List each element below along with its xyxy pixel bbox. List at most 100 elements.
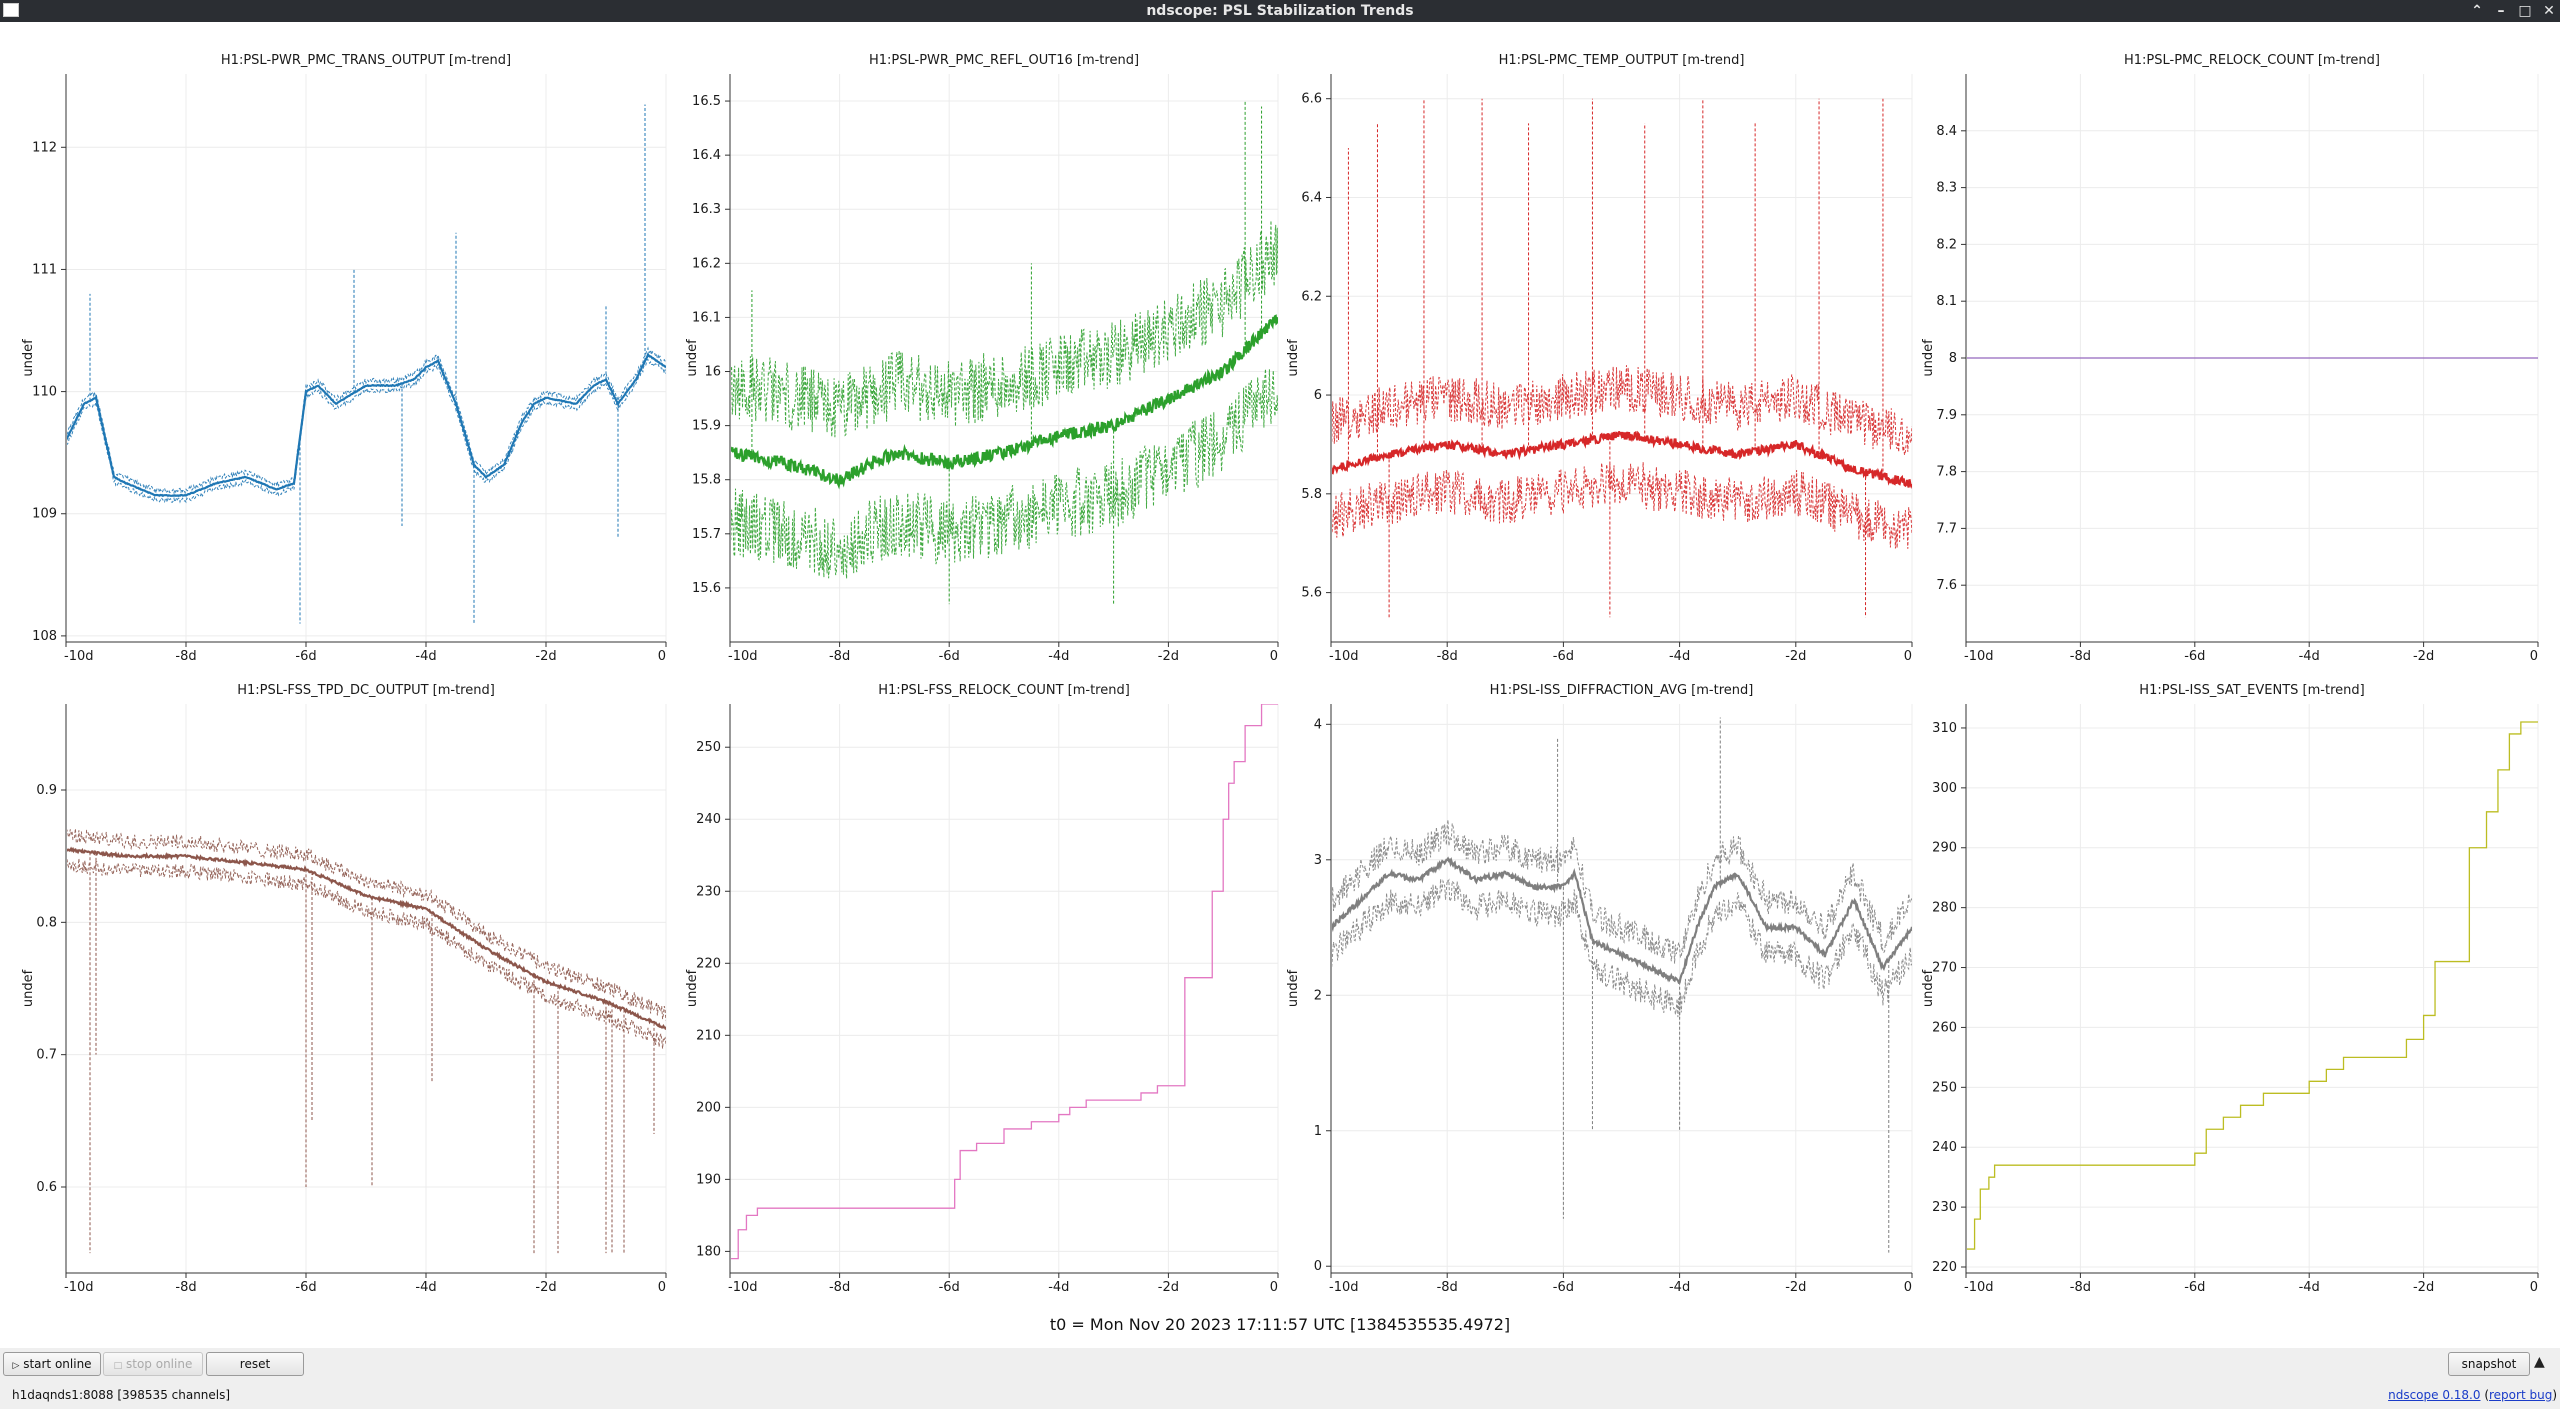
series-max-trace bbox=[67, 828, 666, 1021]
y-tick-label: 8 bbox=[1949, 351, 1957, 366]
y-tick-label: 2 bbox=[1314, 988, 1322, 1003]
y-tick-label: 8.2 bbox=[1936, 237, 1957, 252]
y-tick-label: 220 bbox=[1932, 1260, 1957, 1275]
y-tick-label: 270 bbox=[1932, 961, 1957, 976]
y-tick-label: 7.7 bbox=[1936, 521, 1957, 536]
y-tick-label: 16.1 bbox=[692, 310, 721, 325]
x-tick-label: -8d bbox=[2070, 649, 2091, 664]
y-tick-label: 4 bbox=[1314, 717, 1322, 732]
start-online-label: start online bbox=[23, 1357, 92, 1371]
x-tick-label: 0 bbox=[658, 649, 666, 664]
plot-title: H1:PSL-FSS_TPD_DC_OUTPUT [m-trend] bbox=[237, 683, 495, 698]
y-tick-label: 3 bbox=[1314, 853, 1322, 868]
close-icon[interactable]: ✕ bbox=[2543, 3, 2555, 19]
restore-icon[interactable]: ⌃ bbox=[2471, 3, 2483, 19]
y-axis-label: undef bbox=[1286, 969, 1301, 1007]
x-tick-label: 0 bbox=[2530, 649, 2538, 664]
stop-online-button[interactable]: □ stop online bbox=[103, 1352, 203, 1376]
y-tick-label: 8.4 bbox=[1936, 124, 1957, 139]
x-tick-label: 0 bbox=[1270, 649, 1278, 664]
series-min-trace bbox=[731, 368, 1278, 579]
x-tick-label: -4d bbox=[1048, 1280, 1069, 1295]
x-tick-label: -4d bbox=[1669, 649, 1690, 664]
y-axis-label: undef bbox=[685, 339, 700, 377]
x-tick-label: -2d bbox=[1785, 1280, 1806, 1295]
x-tick-label: -4d bbox=[415, 649, 436, 664]
plot-panel-7: H1:PSL-ISS_DIFFRACTION_AVG [m-trend] 0 1 2 3… bbox=[1286, 683, 1913, 1295]
y-tick-label: 190 bbox=[696, 1172, 721, 1187]
y-tick-label: 7.8 bbox=[1936, 465, 1957, 480]
app-icon bbox=[3, 3, 19, 17]
y-tick-label: 220 bbox=[696, 956, 721, 971]
version-link[interactable]: ndscope 0.18.0 bbox=[2388, 1388, 2481, 1402]
maximize-icon[interactable]: □ bbox=[2518, 3, 2532, 19]
y-tick-label: 0.7 bbox=[36, 1048, 57, 1063]
y-tick-label: 5.6 bbox=[1301, 586, 1322, 601]
x-tick-label: -2d bbox=[2413, 649, 2434, 664]
plot-data-area bbox=[1332, 98, 1912, 618]
window-titlebar: ndscope: PSL Stabilization Trends ⌃ – □ … bbox=[0, 0, 2560, 22]
x-tick-label: -10d bbox=[1329, 1280, 1359, 1295]
x-tick-label: -8d bbox=[175, 1280, 196, 1295]
x-tick-label: -4d bbox=[2299, 1280, 2320, 1295]
y-tick-label: 180 bbox=[696, 1244, 721, 1259]
x-tick-label: -2d bbox=[535, 649, 556, 664]
y-tick-label: 111 bbox=[32, 262, 57, 277]
minimize-icon[interactable]: – bbox=[2497, 3, 2505, 19]
y-axis-label: undef bbox=[1286, 339, 1301, 377]
x-tick-label: -2d bbox=[535, 1280, 556, 1295]
y-tick-label: 6.2 bbox=[1301, 289, 1322, 304]
y-tick-label: 16.4 bbox=[692, 148, 721, 163]
y-tick-label: 280 bbox=[1932, 901, 1957, 916]
y-tick-label: 0.6 bbox=[36, 1180, 57, 1195]
series-max-trace bbox=[731, 220, 1278, 438]
x-tick-label: 0 bbox=[1904, 649, 1912, 664]
x-tick-label: -10d bbox=[64, 649, 94, 664]
y-tick-label: 230 bbox=[696, 884, 721, 899]
y-tick-label: 8.3 bbox=[1936, 181, 1957, 196]
series-line bbox=[731, 704, 1278, 1260]
x-tick-label: -6d bbox=[2184, 1280, 2205, 1295]
plot-grid[interactable]: H1:PSL-PWR_PMC_TRANS_OUTPUT [m-trend]108… bbox=[0, 22, 2560, 1312]
plot-data-area bbox=[1967, 721, 2538, 1250]
y-tick-label: 15.9 bbox=[692, 419, 721, 434]
snapshot-button[interactable]: snapshot bbox=[2448, 1352, 2530, 1376]
y-tick-label: 260 bbox=[1932, 1020, 1957, 1035]
stop-icon: □ bbox=[113, 1361, 123, 1371]
y-tick-label: 16 bbox=[704, 365, 721, 380]
x-tick-label: 0 bbox=[658, 1280, 666, 1295]
x-tick-label: -6d bbox=[2184, 649, 2205, 664]
y-tick-label: 210 bbox=[696, 1028, 721, 1043]
x-tick-label: -6d bbox=[295, 1280, 316, 1295]
y-tick-label: 0 bbox=[1314, 1259, 1322, 1274]
x-tick-label: -10d bbox=[1329, 649, 1359, 664]
report-bug-link[interactable]: report bug bbox=[2489, 1388, 2553, 1402]
series-mean-trace bbox=[731, 314, 1278, 490]
plot-data-area bbox=[67, 828, 666, 1254]
plot-panel-2: H1:PSL-PWR_PMC_REFL_OUT16 [m-trend] 15.6 1… bbox=[685, 53, 1279, 664]
y-tick-label: 240 bbox=[1932, 1140, 1957, 1155]
y-tick-label: 15.7 bbox=[692, 527, 721, 542]
y-axis-label: undef bbox=[1921, 339, 1936, 377]
plot-data-area bbox=[731, 101, 1278, 605]
x-tick-label: -2d bbox=[1158, 649, 1179, 664]
x-tick-label: -8d bbox=[829, 1280, 850, 1295]
x-tick-label: 0 bbox=[2530, 1280, 2538, 1295]
y-tick-label: 15.8 bbox=[692, 473, 721, 488]
y-tick-label: 110 bbox=[32, 385, 57, 400]
y-tick-label: 1 bbox=[1314, 1124, 1322, 1139]
series-min-trace bbox=[1332, 878, 1912, 1019]
reset-button[interactable]: reset bbox=[206, 1352, 304, 1376]
expand-up-icon[interactable]: ▲ bbox=[2534, 1354, 2545, 1370]
plot-data-area bbox=[731, 704, 1278, 1260]
x-tick-label: 0 bbox=[1270, 1280, 1278, 1295]
plot-title: H1:PSL-ISS_DIFFRACTION_AVG [m-trend] bbox=[1490, 683, 1754, 698]
start-online-button[interactable]: ▷ start online bbox=[3, 1352, 101, 1376]
plot-title: H1:PSL-FSS_RELOCK_COUNT [m-trend] bbox=[878, 683, 1130, 698]
series-min-trace bbox=[67, 359, 666, 504]
x-tick-label: -8d bbox=[829, 649, 850, 664]
x-tick-label: -10d bbox=[728, 1280, 758, 1295]
x-tick-label: -8d bbox=[2070, 1280, 2091, 1295]
status-bar: h1daqnds1:8088 [398535 channels] ndscope… bbox=[0, 1380, 2560, 1409]
x-tick-label: 0 bbox=[1904, 1280, 1912, 1295]
